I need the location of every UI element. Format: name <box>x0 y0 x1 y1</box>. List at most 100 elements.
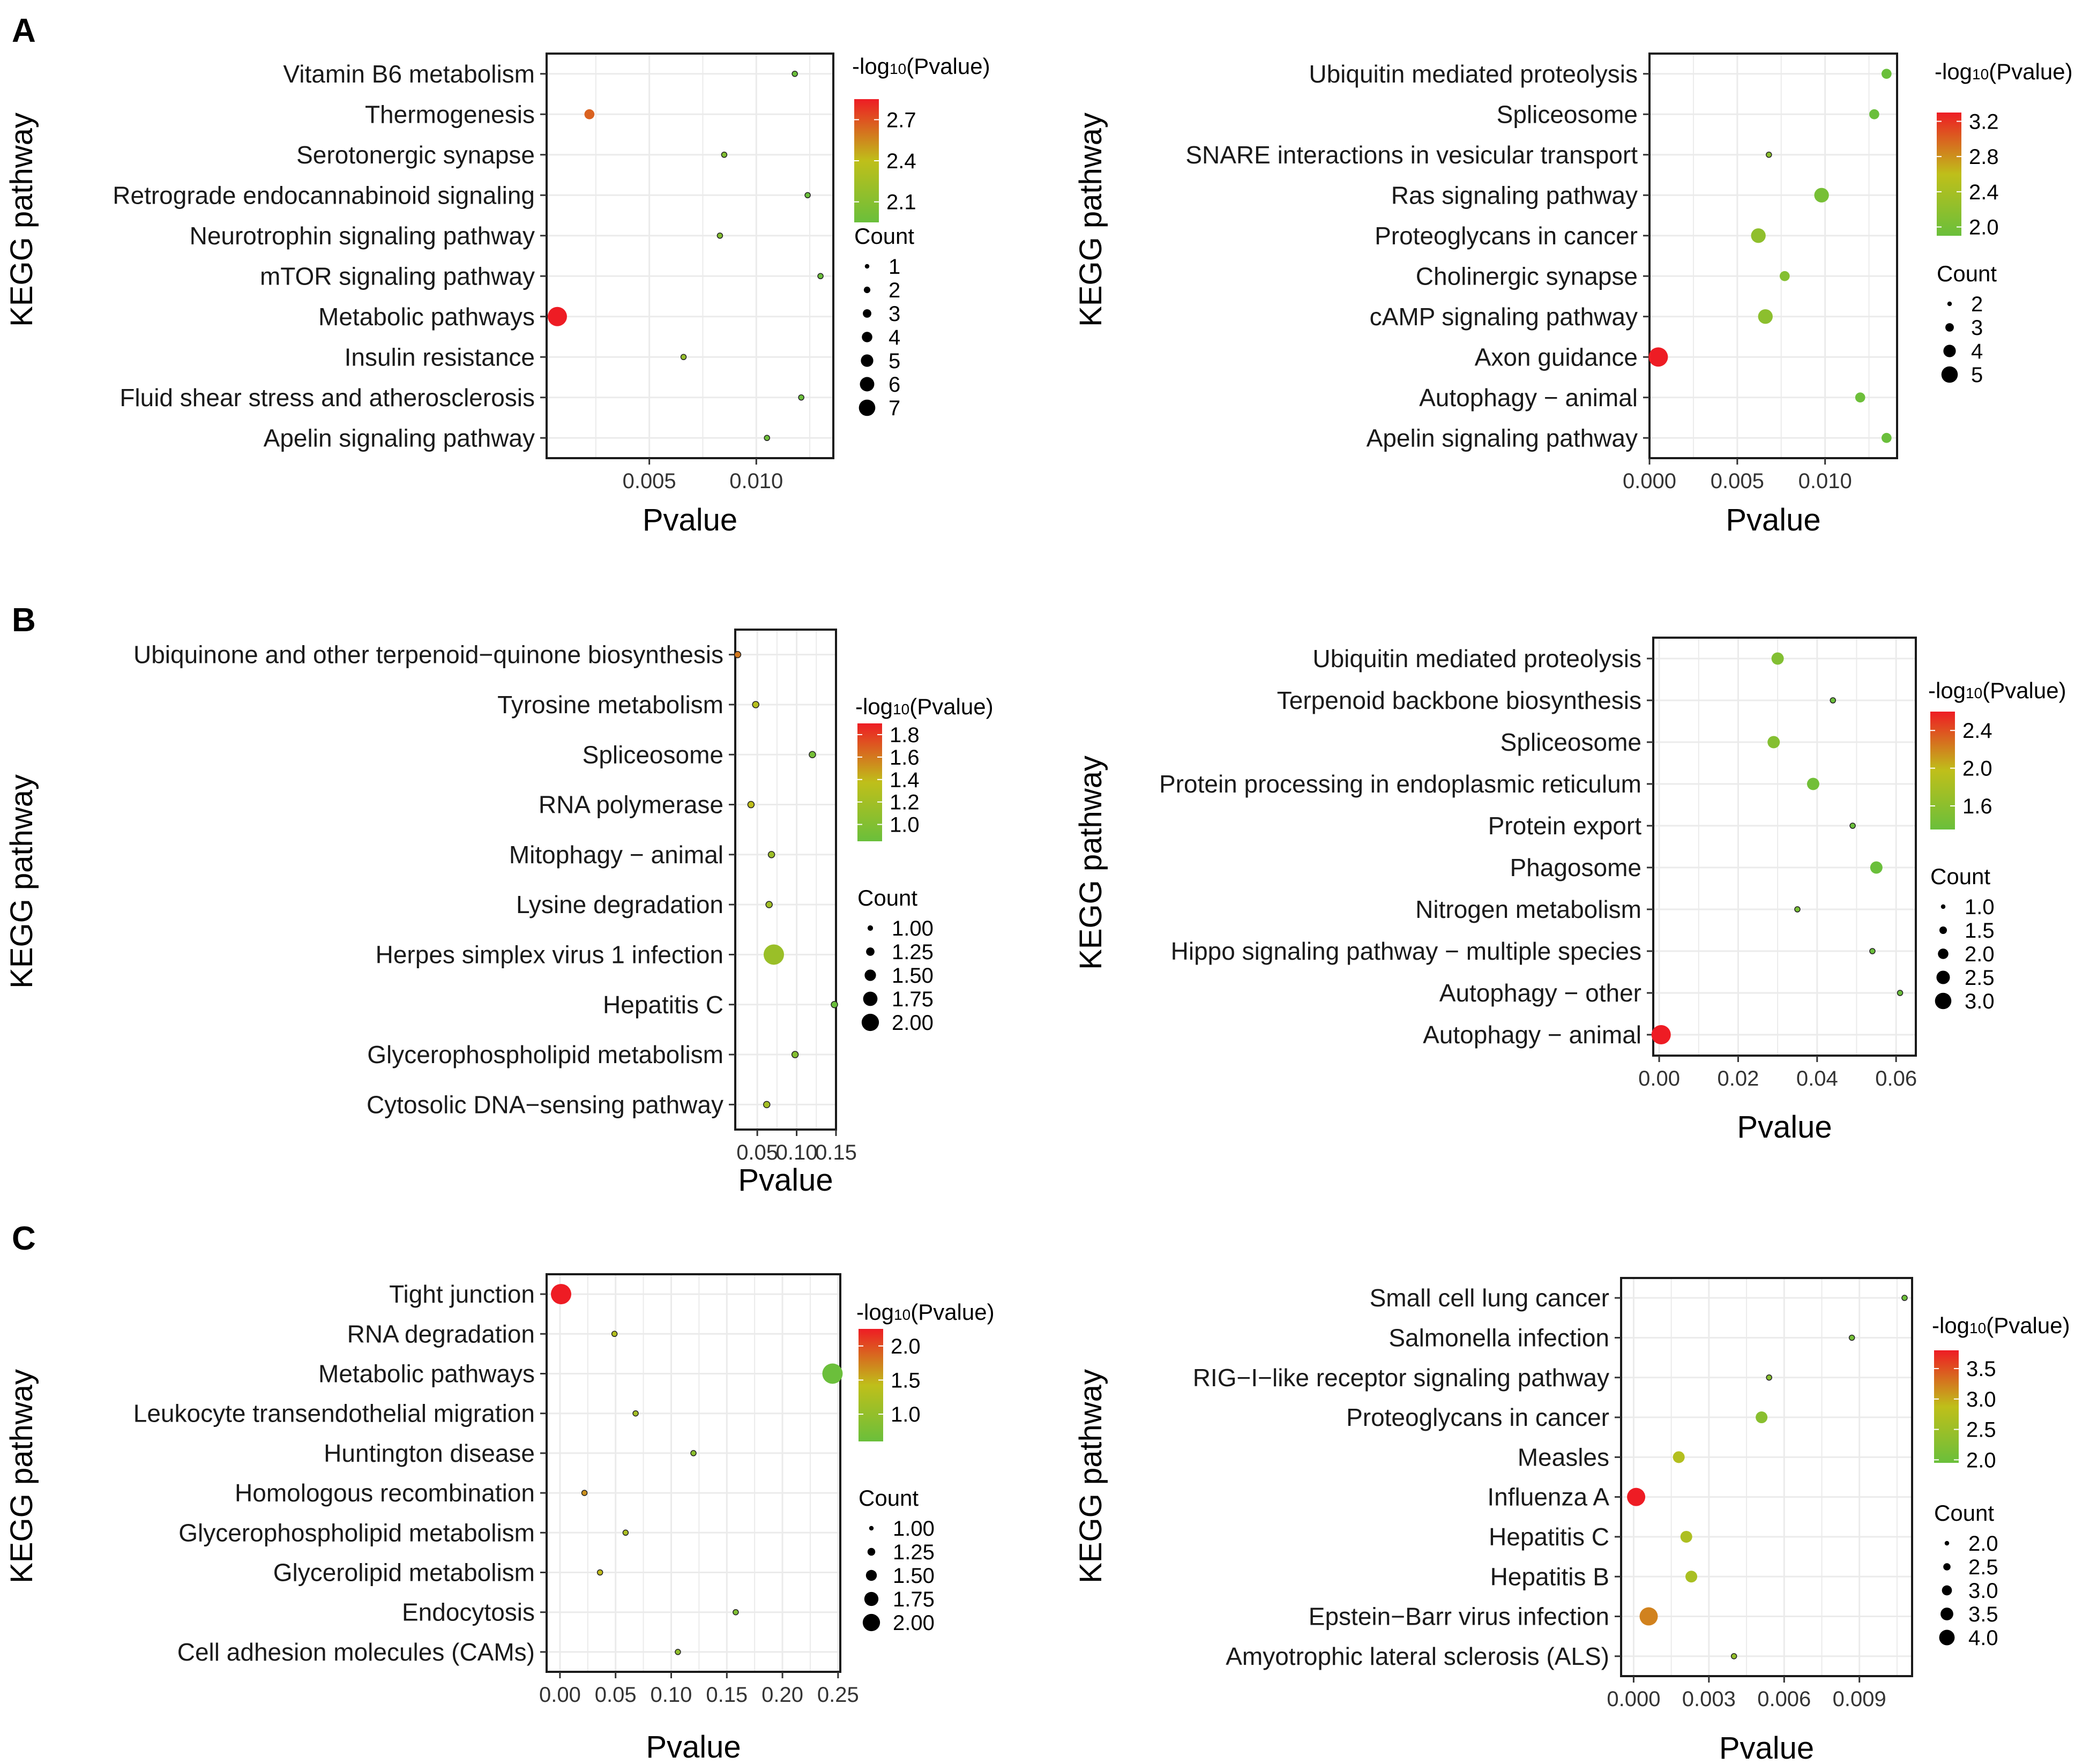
x-axis-title: Pvalue <box>1726 503 1820 537</box>
data-point <box>831 1001 838 1008</box>
data-point <box>1627 1488 1646 1506</box>
color-legend-title: -log10(Pvalue) <box>855 694 994 719</box>
plot-border <box>1620 1277 1913 1677</box>
data-point <box>611 1331 618 1337</box>
size-legend-dot <box>1936 970 1950 984</box>
data-point <box>752 701 759 708</box>
size-legend-label: 3.0 <box>1965 990 1995 1013</box>
data-point <box>1751 228 1766 243</box>
data-point <box>1814 188 1829 203</box>
size-legend-label: 4 <box>889 326 900 349</box>
y-tick-label: SNARE interactions in vesicular transpor… <box>1185 141 1638 169</box>
x-tick-label: 0.25 <box>817 1683 859 1707</box>
x-axis-title: Pvalue <box>738 1163 833 1198</box>
data-point <box>809 751 816 758</box>
y-tick-label: Epstein−Barr virus infection <box>1309 1603 1609 1631</box>
y-tick-label: Spliceosome <box>1497 100 1638 128</box>
data-point <box>1756 1411 1768 1424</box>
data-point <box>763 1101 771 1109</box>
y-tick-label: Proteoglycans in cancer <box>1346 1403 1609 1431</box>
x-tick-label: 0.15 <box>706 1683 748 1707</box>
data-point <box>1901 1295 1908 1301</box>
size-legend-dot <box>1939 1630 1955 1646</box>
y-tick-label: Thermogenesis <box>365 100 535 128</box>
y-tick-label: Hepatitis B <box>1490 1563 1609 1590</box>
size-legend-label: 3.0 <box>1968 1579 1998 1603</box>
size-legend-title: Count <box>857 885 917 910</box>
size-legend-dot <box>1943 345 1956 357</box>
y-tick-label: Huntington disease <box>324 1439 535 1467</box>
size-legend-label: 3.5 <box>1968 1603 1998 1626</box>
data-point <box>1779 271 1790 281</box>
y-tick-label: Insulin resistance <box>345 343 535 371</box>
size-legend-label: 1.0 <box>1965 895 1995 919</box>
size-legend-label: 4.0 <box>1968 1626 1998 1650</box>
y-tick-label: Small cell lung cancer <box>1370 1284 1609 1312</box>
y-tick-label: Homologous recombination <box>235 1479 535 1507</box>
y-tick-label: Protein processing in endoplasmic reticu… <box>1159 770 1641 798</box>
x-tick-label: 0.02 <box>1717 1067 1759 1090</box>
size-legend-label: 1.00 <box>893 1517 935 1541</box>
y-tick-label: Phagosome <box>1510 854 1642 881</box>
y-tick-label: Nitrogen metabolism <box>1415 895 1641 923</box>
y-tick-label: Lysine degradation <box>516 891 723 918</box>
x-tick-label: 0.009 <box>1833 1687 1886 1711</box>
size-legend-label: 1 <box>889 255 900 279</box>
size-legend-dot <box>1945 323 1954 332</box>
color-bar-label: 3.2 <box>1969 110 1999 133</box>
y-tick-label: mTOR signaling pathway <box>260 262 535 290</box>
data-point <box>1648 347 1668 367</box>
x-axis-title: Pvalue <box>643 503 737 537</box>
data-point <box>622 1529 629 1536</box>
size-legend-title: Count <box>1934 1500 1994 1526</box>
data-point <box>764 435 770 441</box>
data-point <box>1882 432 1892 443</box>
data-point <box>792 71 798 77</box>
data-point <box>1869 109 1879 119</box>
size-legend-label: 1.5 <box>1965 919 1995 943</box>
data-point <box>1766 152 1772 158</box>
color-bar-label: 2.7 <box>886 108 916 132</box>
y-axis-title: KEGG pathway <box>4 774 39 989</box>
data-point <box>1673 1451 1685 1463</box>
color-bar <box>1937 113 1961 236</box>
color-bar-label: 1.6 <box>890 746 920 769</box>
size-legend-dot <box>859 399 876 416</box>
y-tick-label: Glycerophospholipid metabolism <box>367 1041 723 1068</box>
chart-5: Tight junction RNA degradation Metabolic p… <box>4 1273 995 1764</box>
size-legend-dot <box>864 264 870 269</box>
data-point <box>550 1284 571 1305</box>
color-bar-label: 3.0 <box>1966 1388 1996 1411</box>
data-point <box>1767 736 1780 749</box>
data-point <box>547 307 567 326</box>
data-point <box>721 152 728 158</box>
x-tick-label: 0.06 <box>1875 1067 1917 1090</box>
chart-1: Vitamin B6 metabolism Thermogenesis Seroto… <box>4 53 990 537</box>
y-tick-label: Salmonella infection <box>1389 1324 1609 1351</box>
y-tick-label: Ubiquitin mediated proteolysis <box>1309 60 1638 88</box>
size-legend-dot <box>1947 301 1952 307</box>
y-axis-title: KEGG pathway <box>1073 113 1108 327</box>
data-point <box>804 192 811 198</box>
color-bar-label: 2.0 <box>1962 757 1992 781</box>
y-tick-label: Cholinergic synapse <box>1416 262 1638 290</box>
data-point <box>1766 1374 1772 1381</box>
y-tick-label: Cytosolic DNA−sensing pathway <box>367 1090 723 1118</box>
x-tick-label: 0.000 <box>1607 1687 1660 1711</box>
color-bar-label: 2.0 <box>1969 216 1999 240</box>
size-legend-dot <box>863 309 871 318</box>
color-bar-label: 2.0 <box>891 1335 921 1358</box>
y-tick-label: Protein export <box>1488 812 1642 840</box>
y-axis-title: KEGG pathway <box>4 113 39 327</box>
size-legend-dot <box>1942 1585 1952 1596</box>
data-point <box>1758 309 1773 324</box>
x-tick-label: 0.20 <box>762 1683 803 1707</box>
data-point <box>734 651 742 659</box>
y-axis-title: KEGG pathway <box>1073 756 1108 970</box>
y-tick-label: Amyotrophic lateral sclerosis (ALS) <box>1226 1642 1609 1670</box>
size-legend-dot <box>1939 926 1947 935</box>
chart-3: Ubiquinone and other terpenoid−quinone b… <box>4 629 994 1198</box>
data-point <box>690 1450 697 1456</box>
color-bar-label: 3.5 <box>1966 1357 1996 1381</box>
data-point <box>1830 697 1837 704</box>
